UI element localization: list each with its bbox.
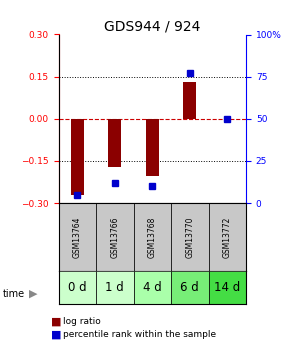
Text: ▶: ▶ xyxy=(29,289,38,299)
Text: GSM13764: GSM13764 xyxy=(73,216,82,258)
Bar xyxy=(134,203,171,270)
Bar xyxy=(96,270,134,304)
Bar xyxy=(59,270,96,304)
Text: GSM13766: GSM13766 xyxy=(110,216,119,258)
Text: 4 d: 4 d xyxy=(143,281,162,294)
Text: 1 d: 1 d xyxy=(105,281,124,294)
Bar xyxy=(171,203,209,270)
Text: log ratio: log ratio xyxy=(63,317,101,326)
Bar xyxy=(108,119,121,167)
Text: time: time xyxy=(3,289,25,299)
Bar xyxy=(96,203,134,270)
Bar xyxy=(209,203,246,270)
Bar xyxy=(59,203,96,270)
Bar xyxy=(146,119,159,176)
Text: percentile rank within the sample: percentile rank within the sample xyxy=(63,330,216,339)
Text: 14 d: 14 d xyxy=(214,281,241,294)
Title: GDS944 / 924: GDS944 / 924 xyxy=(104,19,200,33)
Bar xyxy=(71,119,84,195)
Text: 0 d: 0 d xyxy=(68,281,87,294)
Bar xyxy=(183,82,196,119)
Text: ■: ■ xyxy=(51,330,62,339)
Text: GSM13770: GSM13770 xyxy=(185,216,194,258)
Text: GSM13772: GSM13772 xyxy=(223,216,232,258)
Text: GSM13768: GSM13768 xyxy=(148,216,157,258)
Bar xyxy=(134,270,171,304)
Text: 6 d: 6 d xyxy=(180,281,199,294)
Text: ■: ■ xyxy=(51,317,62,326)
Bar xyxy=(209,270,246,304)
Bar xyxy=(171,270,209,304)
